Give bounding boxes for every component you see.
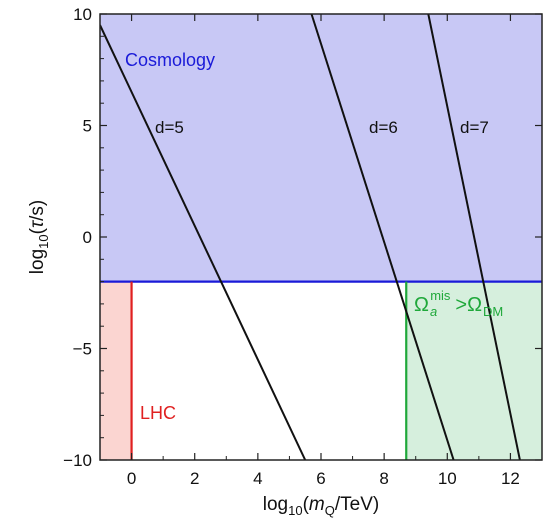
x-tick-label: 2 (190, 469, 199, 488)
cosmology-label: Cosmology (125, 50, 215, 70)
y-tick-label: 0 (83, 228, 92, 247)
x-tick-label: 6 (316, 469, 325, 488)
series-label-d6: d=6 (369, 118, 398, 137)
x-tick-label: 8 (379, 469, 388, 488)
y-axis-title: log10(τ/s) (27, 200, 51, 274)
misalignment-label: Ωamis >ΩDM (414, 288, 503, 319)
ticks-group: 0 2 4 6 8 10 12 −10 −5 0 5 10 (63, 5, 543, 488)
x-tick-label: 0 (127, 469, 136, 488)
omega-sub-a: a (430, 304, 437, 319)
y-tick-label: 5 (83, 117, 92, 136)
x-tick-label: 4 (253, 469, 262, 488)
series-label-d7: d=7 (460, 118, 489, 137)
region-lhc (100, 281, 132, 460)
series-label-d5: d=5 (155, 118, 184, 137)
regions-group (100, 14, 542, 460)
omega-sub-dm: DM (483, 304, 503, 319)
series-line-d7 (427, 14, 521, 460)
lhc-label: LHC (140, 403, 176, 423)
greater-than: > (455, 294, 467, 316)
y-tick-label: 10 (73, 5, 92, 24)
series-line-d6 (310, 14, 455, 460)
omega-sup-mis: mis (430, 288, 451, 303)
x-axis-title: log10(mQ/TeV) (263, 494, 379, 518)
region-cosmology (100, 14, 542, 282)
x-tick-label: 10 (438, 469, 457, 488)
plot-frame (99, 13, 543, 461)
region-misalignment (406, 281, 542, 460)
y-tick-label: −10 (63, 451, 92, 470)
omega-symbol: Ω (414, 294, 429, 316)
series-line-d5 (100, 24, 307, 460)
omega-dm-symbol: Ω (467, 294, 482, 316)
y-tick-label: −5 (73, 340, 92, 359)
series-lines-group (100, 14, 521, 460)
x-tick-label: 12 (501, 469, 520, 488)
